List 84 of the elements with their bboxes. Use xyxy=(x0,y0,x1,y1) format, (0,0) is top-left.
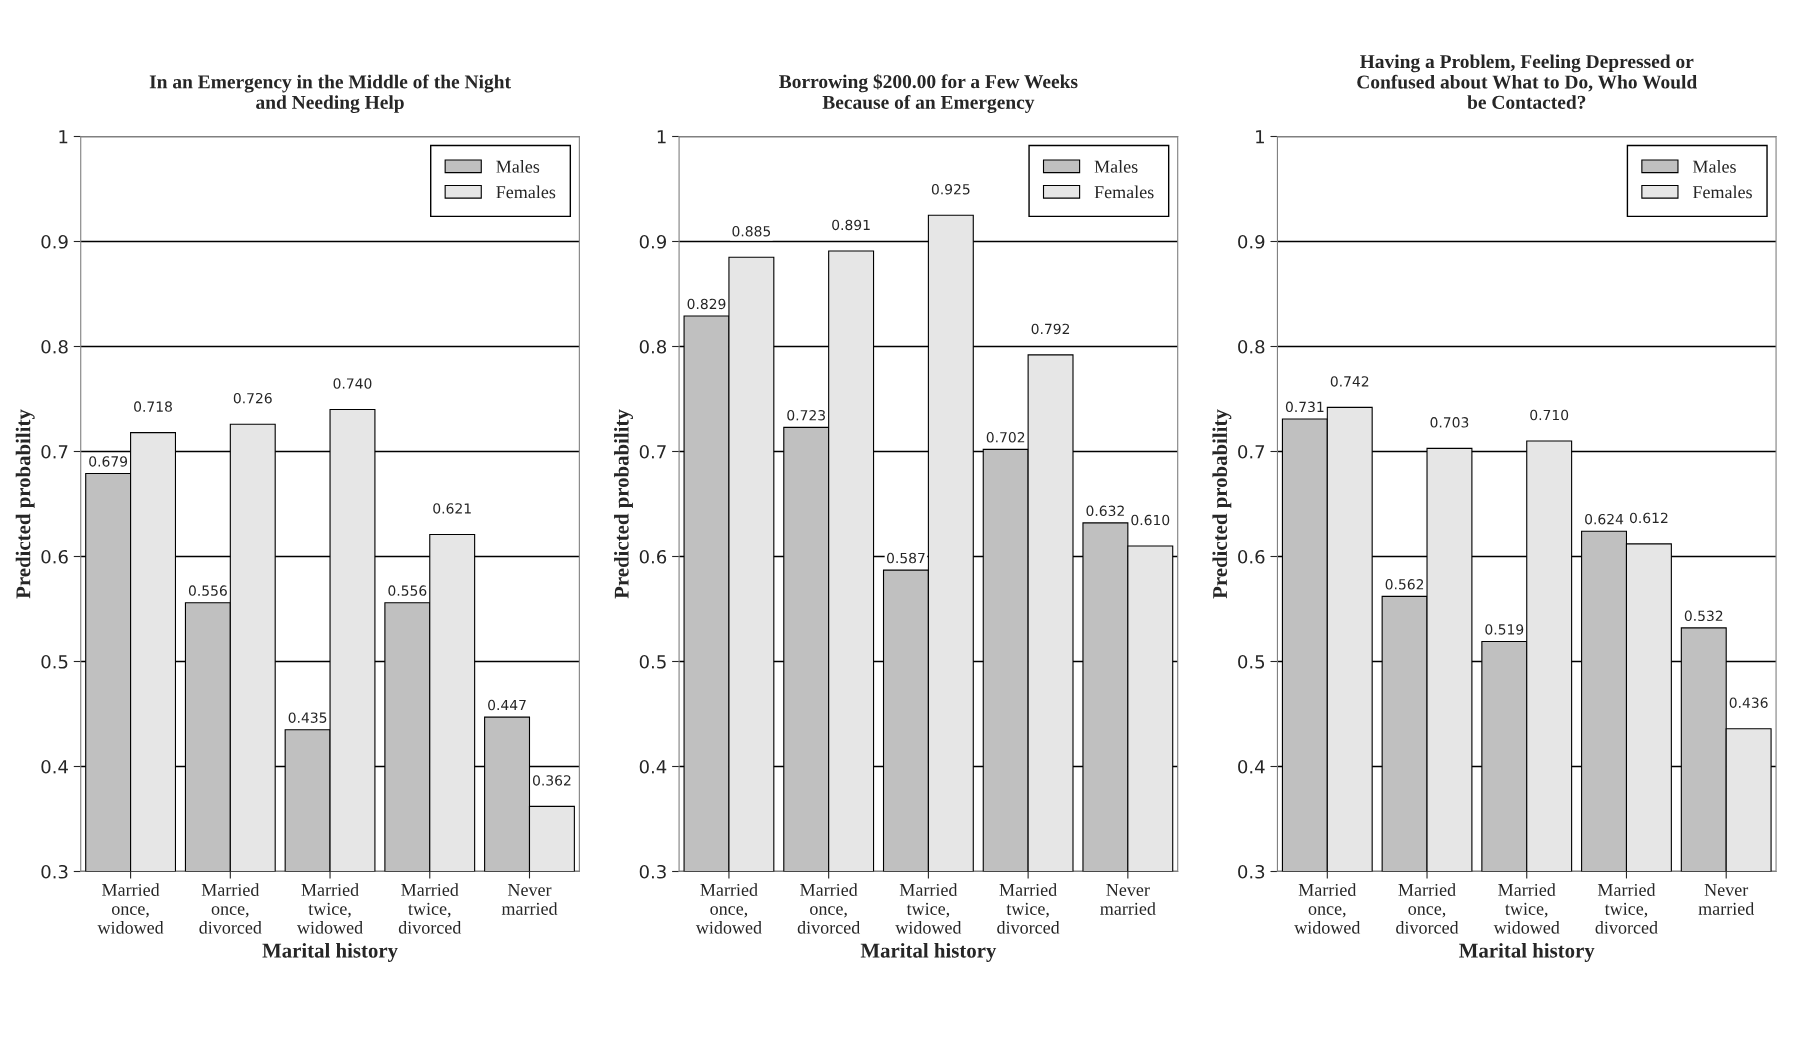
data-label: 0.703 xyxy=(1430,417,1469,428)
legend-label: Females xyxy=(1692,185,1752,199)
data-label: 0.610 xyxy=(1131,514,1170,526)
data-label: 0.435 xyxy=(288,712,327,723)
x-tick-label: Married twice, widowed xyxy=(1493,883,1560,934)
x-tick-label: Married twice, divorced xyxy=(997,883,1060,934)
x-tick-label: Married twice, widowed xyxy=(895,883,962,934)
data-label: 0.742 xyxy=(1330,376,1369,387)
data-label: 0.702 xyxy=(986,432,1025,443)
x-tick-label: Never married xyxy=(1698,884,1755,915)
legend-label: Males xyxy=(496,160,540,173)
data-label: 0.891 xyxy=(832,219,870,231)
y-tick-label: 1 xyxy=(59,130,68,144)
x-axis-title: Marital history xyxy=(262,943,398,962)
y-tick-label: 0.5 xyxy=(1238,654,1265,669)
x-tick-label: Married twice, divorced xyxy=(398,883,462,934)
x-tick-label: Never married xyxy=(1100,884,1156,915)
data-label: 0.740 xyxy=(333,378,372,389)
data-label: 0.925 xyxy=(931,184,970,195)
y-tick-label: 0.4 xyxy=(639,759,667,774)
data-label: 0.731 xyxy=(1285,401,1324,413)
x-axis-title: Marital history xyxy=(1459,943,1595,962)
y-tick-label: 0.5 xyxy=(41,654,68,669)
x-tick-label: Married once, divorced xyxy=(797,883,861,934)
chart-title: Having a Problem, Feeling Depressed or Confused about What to Do, Who Would be Contacted? xyxy=(1357,54,1698,109)
y-axis-title: Predicted probability xyxy=(1212,409,1232,599)
data-label: 0.532 xyxy=(1684,610,1723,622)
x-tick-label: Married once, widowed xyxy=(1294,883,1361,934)
data-label: 0.556 xyxy=(388,585,427,596)
chart-title: In an Emergency in the Middle of the Night and Needing Help xyxy=(149,74,511,114)
data-label: 0.885 xyxy=(732,226,771,237)
x-tick-label: Married once, widowed xyxy=(695,883,762,934)
x-tick-label: Married once, divorced xyxy=(1396,883,1459,934)
data-label: 0.587 xyxy=(886,552,925,564)
x-tick-label: Married twice, divorced xyxy=(1595,883,1658,934)
y-tick-label: 0.3 xyxy=(1238,864,1265,879)
y-tick-label: 0.4 xyxy=(41,759,68,774)
data-label: 0.723 xyxy=(787,409,825,421)
data-label: 0.556 xyxy=(188,585,227,596)
data-label: 0.436 xyxy=(1729,697,1768,708)
y-tick-label: 0.9 xyxy=(639,234,667,249)
data-label: 0.624 xyxy=(1585,513,1624,525)
data-label: 0.621 xyxy=(433,503,471,514)
y-axis-title: Predicted probability xyxy=(614,409,634,599)
y-tick-label: 0.7 xyxy=(1238,444,1265,459)
x-tick-label: Married twice, widowed xyxy=(296,883,363,934)
y-tick-label: 1 xyxy=(1256,130,1264,144)
y-tick-label: 0.9 xyxy=(1238,234,1265,249)
y-tick-label: 0.6 xyxy=(1238,549,1265,564)
data-label: 0.679 xyxy=(89,456,128,467)
x-axis-title: Marital history xyxy=(860,943,997,962)
data-label: 0.726 xyxy=(233,392,272,404)
y-tick-label: 0.8 xyxy=(1238,339,1265,354)
data-label: 0.718 xyxy=(134,401,172,412)
data-label: 0.829 xyxy=(687,298,726,310)
data-label: 0.792 xyxy=(1031,323,1070,335)
y-axis-title: Predicted probability xyxy=(15,409,35,599)
x-tick-label: Married once, divorced xyxy=(199,883,262,934)
x-tick-label: Never married xyxy=(501,884,558,915)
y-tick-label: 0.8 xyxy=(639,339,667,354)
data-label: 0.362 xyxy=(532,775,571,786)
y-tick-label: 0.9 xyxy=(41,234,68,249)
y-tick-label: 0.7 xyxy=(41,444,68,459)
data-label: 0.612 xyxy=(1629,512,1668,524)
y-tick-label: 0.6 xyxy=(41,549,68,564)
chart-title: Borrowing $200.00 for a Few Weeks Because of an Emergency xyxy=(779,73,1078,114)
y-tick-label: 0.8 xyxy=(41,339,68,354)
legend-label: Females xyxy=(1094,185,1154,199)
legend-label: Males xyxy=(1692,160,1736,173)
y-tick-label: 1 xyxy=(657,130,666,144)
data-label: 0.447 xyxy=(488,699,526,711)
data-label: 0.710 xyxy=(1530,409,1569,421)
y-tick-label: 0.3 xyxy=(41,864,68,879)
data-label: 0.562 xyxy=(1385,579,1424,590)
y-tick-label: 0.7 xyxy=(639,444,666,459)
y-tick-label: 0.4 xyxy=(1238,759,1265,774)
y-tick-label: 0.6 xyxy=(639,549,667,564)
legend-label: Males xyxy=(1094,160,1138,173)
data-label: 0.519 xyxy=(1485,624,1524,635)
legend-label: Females xyxy=(496,185,556,199)
x-tick-label: Married once, widowed xyxy=(97,883,164,934)
y-tick-label: 0.3 xyxy=(639,864,666,879)
data-label: 0.632 xyxy=(1086,505,1124,517)
y-tick-label: 0.5 xyxy=(639,654,666,669)
